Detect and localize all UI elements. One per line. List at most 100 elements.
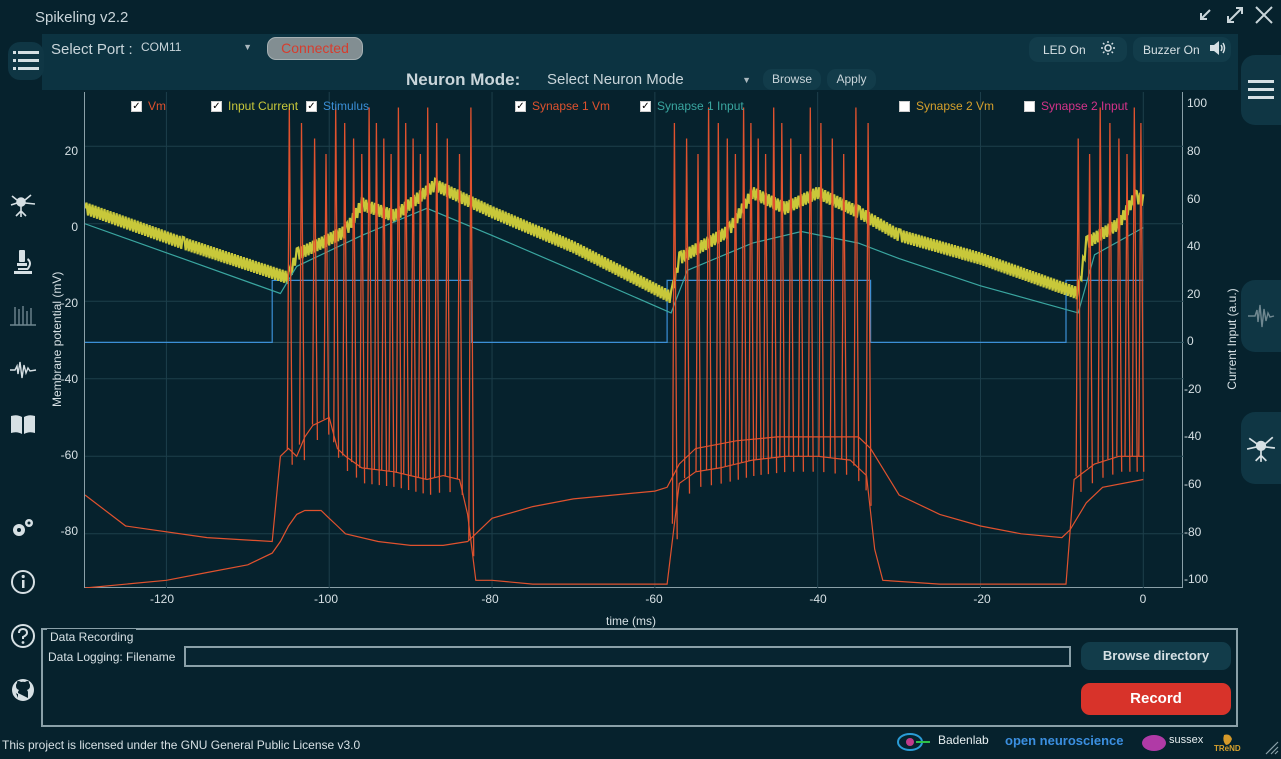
synapse2-vm-checkbox[interactable]: [899, 100, 910, 112]
y-tick-label: -60: [60, 448, 78, 462]
spike-mark: [286, 107, 293, 465]
badenlab-logo[interactable]: Badenlab: [896, 731, 998, 755]
spike-mark: [468, 107, 475, 557]
x-tick-label: -40: [809, 592, 827, 606]
settings-gears-icon[interactable]: [7, 510, 39, 546]
synapse1-input-checkbox[interactable]: ✓: [640, 100, 651, 112]
spike-mark: [403, 122, 410, 491]
x-tick-label: 0: [1139, 592, 1147, 606]
legend-synapse2-input[interactable]: Synapse 2 Input: [1024, 99, 1128, 113]
logo-text: TReND: [1214, 744, 1241, 753]
led-label: LED On: [1043, 42, 1086, 57]
y2-axis-title: Current Input (a.u.): [1225, 288, 1239, 390]
plot-area[interactable]: [83, 92, 1184, 589]
buzzer-button[interactable]: Buzzer On: [1133, 37, 1231, 62]
spike-mark: [410, 138, 417, 492]
github-icon[interactable]: [7, 672, 39, 708]
legend-label: Synapse 1 Vm: [532, 99, 611, 113]
spike-mark: [853, 107, 860, 482]
spike-mark: [342, 122, 349, 472]
stimulus-checkbox[interactable]: ✓: [306, 100, 317, 112]
spike-mark: [425, 107, 432, 495]
info-icon[interactable]: [7, 564, 39, 600]
spike-mark: [323, 153, 330, 435]
trend-logo[interactable]: TReND: [1212, 733, 1242, 755]
filename-input[interactable]: [184, 646, 1071, 667]
legend-label: Synapse 2 Input: [1041, 99, 1128, 113]
sun-icon: [1100, 40, 1116, 59]
series-line-synapse-1-input: [84, 207, 1144, 314]
legend-input-current[interactable]: ✓ Input Current: [211, 99, 298, 113]
x-tick-label: -20: [973, 592, 991, 606]
x-axis-title: time (ms): [606, 614, 656, 628]
legend-synapse1-input[interactable]: ✓ Synapse 1 Input: [640, 99, 744, 113]
spike-mark: [755, 138, 762, 475]
legend-label: Synapse 2 Vm: [916, 99, 995, 113]
spike-mark: [388, 153, 395, 487]
speaker-icon: [1208, 39, 1228, 60]
spike-mark: [333, 107, 340, 458]
spike-mark: [1097, 107, 1104, 478]
led-button[interactable]: LED On: [1029, 37, 1127, 62]
waveform-icon[interactable]: [7, 352, 39, 388]
y-tick-label: 0: [71, 220, 78, 234]
record-button[interactable]: Record: [1081, 683, 1231, 715]
close-icon[interactable]: [1251, 2, 1277, 28]
logo-text: Badenlab: [938, 733, 989, 747]
y2-tick-label: -80: [1184, 525, 1202, 539]
spike-mark: [1075, 138, 1082, 492]
y2-tick-label: -40: [1184, 429, 1202, 443]
series-line-vm: [84, 416, 1144, 585]
waveform-icon[interactable]: [1241, 280, 1281, 352]
minimize-icon[interactable]: [1192, 2, 1218, 28]
book-icon[interactable]: [7, 406, 39, 442]
logo-text: sussex: [1169, 734, 1204, 746]
filename-label: Data Logging: Filename: [48, 650, 176, 664]
spike-mark: [705, 107, 713, 486]
neuron-mode-value: Select Neuron Mode: [547, 71, 684, 88]
synapse1-vm-checkbox[interactable]: ✓: [515, 100, 526, 112]
spike-mark: [1131, 107, 1138, 472]
spike-mark: [797, 153, 805, 472]
microscope-icon[interactable]: [7, 244, 39, 280]
spike-mark: [829, 138, 836, 474]
help-icon[interactable]: [7, 618, 39, 654]
legend-synapse2-vm[interactable]: Synapse 2 Vm: [899, 99, 994, 113]
legend-synapse1-vm[interactable]: ✓ Synapse 1 Vm: [515, 99, 610, 113]
spike-mark: [865, 122, 872, 506]
spike-mark: [433, 122, 441, 493]
series-line-synapse-1-vm: [84, 436, 1144, 589]
chevron-down-icon: ▼: [742, 75, 751, 85]
y-tick-label: 20: [64, 144, 78, 158]
apply-button[interactable]: Apply: [827, 69, 876, 90]
spike-train-icon[interactable]: [7, 298, 39, 334]
legend-vm[interactable]: ✓ Vm: [131, 99, 166, 113]
maximize-icon[interactable]: [1222, 2, 1248, 28]
neuron-icon[interactable]: [7, 187, 39, 223]
spike-mark: [381, 138, 388, 487]
neuron-mode-select[interactable]: Select Neuron Mode ▼: [547, 71, 755, 89]
browse-button[interactable]: Browse: [763, 69, 821, 90]
spike-mark: [1107, 122, 1114, 475]
spike-mark: [298, 122, 306, 461]
data-recording-group: [41, 628, 1238, 727]
input-current-checkbox[interactable]: ✓: [211, 100, 222, 112]
menu-icon[interactable]: [8, 42, 44, 80]
legend-stimulus[interactable]: ✓ Stimulus: [306, 99, 369, 113]
series-line-input-current: [83, 177, 1145, 303]
legend-label: Input Current: [228, 99, 299, 113]
synapse2-input-checkbox[interactable]: [1024, 100, 1035, 112]
open-neuroscience-logo[interactable]: open neuroscience: [1005, 733, 1124, 748]
port-select[interactable]: COM11 ▼: [141, 40, 256, 58]
neuron-icon[interactable]: [1241, 412, 1281, 484]
menu-icon[interactable]: [1241, 55, 1281, 125]
y2-tick-label: -100: [1184, 572, 1209, 586]
x-tick-label: -100: [313, 592, 339, 606]
connect-button[interactable]: Connected: [267, 37, 363, 60]
spike-mark: [695, 153, 702, 487]
resize-grip-icon[interactable]: [1263, 739, 1279, 759]
vm-checkbox[interactable]: ✓: [131, 100, 142, 112]
browse-directory-button[interactable]: Browse directory: [1081, 642, 1231, 670]
sussex-logo[interactable]: sussex: [1141, 731, 1209, 755]
spike-mark: [366, 107, 373, 485]
